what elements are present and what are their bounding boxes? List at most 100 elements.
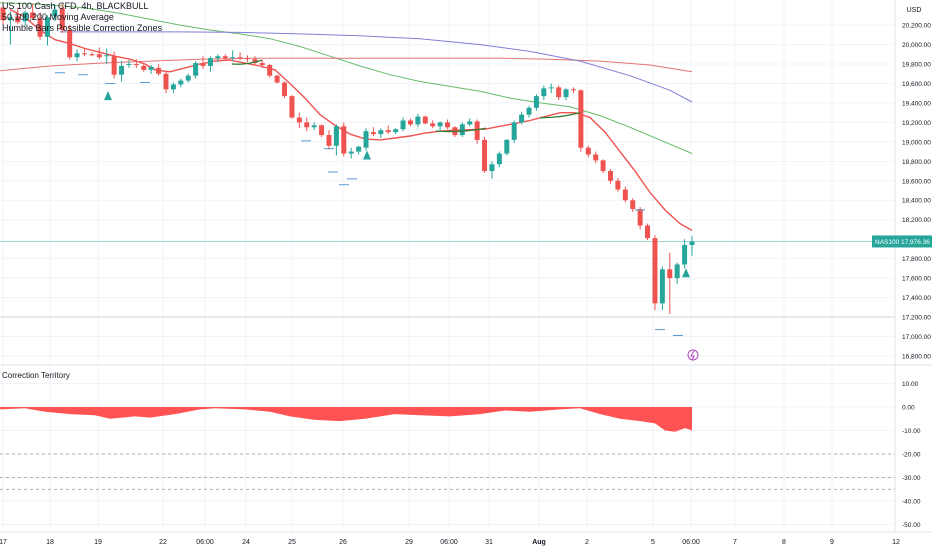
current-price-value: 17,976.36	[901, 239, 930, 246]
candle-body	[319, 125, 325, 136]
candle-body	[659, 269, 665, 304]
candle-body	[519, 114, 525, 123]
candle-body	[430, 123, 436, 127]
candle-body	[74, 53, 80, 58]
y-tick-label: 18,400.00	[902, 198, 931, 205]
candle-body	[385, 130, 391, 133]
y-tick-label: 18,800.00	[902, 159, 931, 166]
candle-body	[578, 90, 584, 148]
sub-y-tick-label: -30.00	[902, 475, 921, 482]
ma-line-200	[60, 31, 693, 103]
candle-body	[511, 122, 517, 140]
candle-body	[207, 58, 213, 66]
candle-body	[541, 88, 547, 97]
candle-body	[467, 121, 473, 125]
candle-body	[296, 117, 302, 123]
y-tick-label: 16,800.00	[902, 353, 931, 360]
trend-arc	[231, 59, 263, 65]
x-tick-label: 9	[830, 539, 834, 546]
candle-body	[81, 53, 87, 55]
candle-body	[393, 129, 399, 133]
candle-body	[363, 131, 369, 148]
legend-symbol[interactable]: US 100 Cash CFD, 4h, BLACKBULL	[2, 1, 149, 11]
candle-body	[126, 64, 132, 66]
x-tick-label: 29	[405, 539, 413, 546]
candle-body	[193, 63, 199, 76]
x-tick-label: Aug	[532, 539, 546, 546]
candle-body	[282, 82, 288, 97]
candle-body	[563, 89, 569, 98]
candle-body	[274, 75, 280, 83]
candle-body	[156, 67, 162, 74]
candle-body	[585, 147, 591, 155]
candle-body	[44, 17, 50, 37]
candle-body	[119, 65, 125, 75]
candle-body	[0, 7, 6, 21]
y-tick-label: 17,400.00	[902, 295, 931, 302]
candle-body	[630, 200, 636, 210]
sub-y-tick-label: -20.00	[902, 452, 921, 459]
candle-body	[600, 160, 606, 172]
candle-body	[370, 132, 376, 135]
candle-body	[185, 75, 191, 81]
candle-body	[333, 126, 339, 146]
candle-body	[533, 96, 539, 108]
chart-legend: US 100 Cash CFD, 4h, BLACKBULL 50,100,20…	[2, 1, 162, 34]
sub-y-tick-label: -10.00	[902, 428, 921, 435]
candle-body	[556, 87, 562, 98]
candle-body	[15, 16, 21, 23]
candle-body	[341, 126, 347, 154]
candle-body	[304, 122, 310, 128]
candle-body	[30, 12, 36, 19]
candle-body	[89, 54, 95, 56]
x-tick-label: 24	[242, 539, 250, 546]
candle-body	[178, 80, 184, 85]
y-tick-label: 17,200.00	[902, 315, 931, 322]
candle-body	[222, 56, 228, 59]
sub-y-tick-label: 0.00	[902, 405, 915, 412]
candle-body	[326, 135, 332, 146]
candle-body	[378, 130, 384, 135]
candle-body	[496, 153, 502, 165]
legend-correction-zones[interactable]: Humble Bars Possible Correction Zones	[2, 23, 163, 33]
candle-body	[252, 59, 258, 64]
candle-body	[348, 151, 354, 154]
candle-body	[682, 245, 688, 265]
y-tick-label: 20,200.00	[902, 23, 931, 30]
candle-body	[526, 107, 532, 115]
candle-body	[230, 57, 236, 59]
trend-arc	[539, 112, 581, 119]
candle-body	[482, 139, 488, 172]
currency-label[interactable]: USD	[906, 7, 922, 14]
x-tick-label: 12	[892, 539, 900, 546]
candle-body	[570, 89, 576, 91]
y-tick-label: 19,600.00	[902, 81, 931, 88]
legend-moving-average[interactable]: 50,100,200 Moving Average	[2, 12, 114, 22]
candle-body	[422, 116, 428, 124]
candle-body	[622, 189, 628, 201]
sub-y-tick-label: -40.00	[902, 499, 921, 506]
y-axis: 20,200.00 20,000.00 19,800.00 19,600.00 19,4…	[0, 23, 931, 529]
ma-line-50	[9, 8, 693, 232]
y-tick-label: 17,000.00	[902, 334, 931, 341]
lower-pane-title[interactable]: Correction Territory	[2, 371, 70, 380]
x-tick-label: 18	[46, 539, 54, 546]
sub-y-tick-label: 10.00	[902, 381, 919, 388]
candle-body	[407, 120, 413, 125]
candle-body	[215, 56, 221, 59]
x-tick-label: 06:00	[196, 539, 214, 546]
x-tick-label: 17	[0, 539, 7, 546]
x-tick-label: 06:00	[682, 539, 700, 546]
x-tick-label: 7	[733, 539, 737, 546]
candle-body	[689, 241, 695, 246]
candle-body	[645, 225, 651, 239]
x-tick-label: 06:00	[440, 539, 458, 546]
candle-body	[548, 87, 554, 89]
candle-body	[96, 54, 102, 58]
candles	[0, 3, 695, 315]
candle-body	[244, 58, 250, 60]
candle-body	[22, 12, 28, 22]
candle-body	[400, 120, 406, 130]
candle-body	[504, 139, 510, 154]
